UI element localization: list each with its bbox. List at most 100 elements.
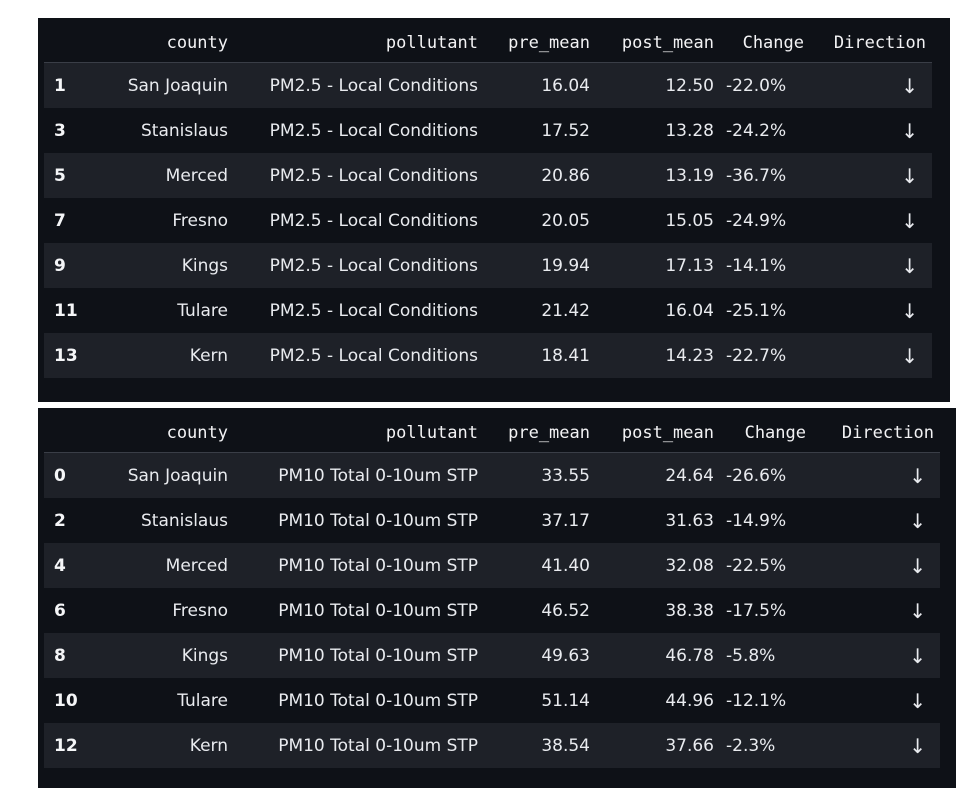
cell-pollutant: PM2.5 - Local Conditions [234,333,484,378]
down-arrow-icon: ↓ [810,243,932,288]
down-arrow-icon: ↓ [812,678,940,723]
cell-county: Kings [94,633,234,678]
header-pre-mean[interactable]: pre_mean [484,24,596,63]
header-post-mean[interactable]: post_mean [596,24,720,63]
cell-pre-mean: 20.86 [484,153,596,198]
cell-change: -14.1% [720,243,810,288]
down-arrow-icon: ↓ [810,198,932,243]
header-pollutant[interactable]: pollutant [234,24,484,63]
row-index: 0 [44,452,94,498]
table-row[interactable]: 1 San Joaquin PM2.5 - Local Conditions 1… [44,62,932,108]
header-direction[interactable]: Direction [810,24,932,63]
header-row: county pollutant pre_mean post_mean Chan… [44,24,932,63]
table-body: 1 San Joaquin PM2.5 - Local Conditions 1… [44,62,932,378]
cell-county: Tulare [94,678,234,723]
cell-county: Merced [94,153,234,198]
row-index: 3 [44,108,94,153]
cell-change: -24.2% [720,108,810,153]
cell-change: -24.9% [720,198,810,243]
table-row[interactable]: 4 Merced PM10 Total 0-10um STP 41.40 32.… [44,543,940,588]
row-index: 4 [44,543,94,588]
table-row[interactable]: 13 Kern PM2.5 - Local Conditions 18.41 1… [44,333,932,378]
table-row[interactable]: 10 Tulare PM10 Total 0-10um STP 51.14 44… [44,678,940,723]
table-row[interactable]: 3 Stanislaus PM2.5 - Local Conditions 17… [44,108,932,153]
cell-pre-mean: 21.42 [484,288,596,333]
cell-pre-mean: 46.52 [484,588,596,633]
row-index: 2 [44,498,94,543]
down-arrow-icon: ↓ [810,153,932,198]
cell-change: -5.8% [720,633,812,678]
row-index: 11 [44,288,94,333]
header-direction[interactable]: Direction [812,414,940,453]
row-index: 7 [44,198,94,243]
header-index[interactable] [44,414,94,453]
table-row[interactable]: 7 Fresno PM2.5 - Local Conditions 20.05 … [44,198,932,243]
cell-pre-mean: 41.40 [484,543,596,588]
cell-county: Merced [94,543,234,588]
down-arrow-icon: ↓ [810,288,932,333]
cell-pollutant: PM2.5 - Local Conditions [234,62,484,108]
cell-post-mean: 17.13 [596,243,720,288]
header-change[interactable]: Change [720,24,810,63]
header-post-mean[interactable]: post_mean [596,414,720,453]
cell-pre-mean: 20.05 [484,198,596,243]
down-arrow-icon: ↓ [812,633,940,678]
cell-county: Tulare [94,288,234,333]
table-row[interactable]: 0 San Joaquin PM10 Total 0-10um STP 33.5… [44,452,940,498]
cell-county: Kern [94,333,234,378]
cell-post-mean: 13.19 [596,153,720,198]
row-index: 13 [44,333,94,378]
header-county[interactable]: county [94,24,234,63]
cell-county: Kern [94,723,234,768]
row-index: 10 [44,678,94,723]
cell-county: Stanislaus [94,498,234,543]
table-row[interactable]: 5 Merced PM2.5 - Local Conditions 20.86 … [44,153,932,198]
header-change[interactable]: Change [720,414,812,453]
cell-pollutant: PM10 Total 0-10um STP [234,678,484,723]
cell-pollutant: PM2.5 - Local Conditions [234,198,484,243]
header-pre-mean[interactable]: pre_mean [484,414,596,453]
cell-post-mean: 12.50 [596,62,720,108]
cell-post-mean: 31.63 [596,498,720,543]
cell-county: Stanislaus [94,108,234,153]
cell-post-mean: 16.04 [596,288,720,333]
header-county[interactable]: county [94,414,234,453]
header-index[interactable] [44,24,94,63]
cell-pre-mean: 19.94 [484,243,596,288]
table-row[interactable]: 8 Kings PM10 Total 0-10um STP 49.63 46.7… [44,633,940,678]
cell-post-mean: 13.28 [596,108,720,153]
cell-post-mean: 14.23 [596,333,720,378]
cell-change: -22.0% [720,62,810,108]
cell-post-mean: 46.78 [596,633,720,678]
table-row[interactable]: 9 Kings PM2.5 - Local Conditions 19.94 1… [44,243,932,288]
down-arrow-icon: ↓ [812,543,940,588]
down-arrow-icon: ↓ [812,498,940,543]
cell-county: San Joaquin [94,452,234,498]
table-row[interactable]: 6 Fresno PM10 Total 0-10um STP 46.52 38.… [44,588,940,633]
cell-pollutant: PM2.5 - Local Conditions [234,288,484,333]
header-pollutant[interactable]: pollutant [234,414,484,453]
cell-pollutant: PM2.5 - Local Conditions [234,153,484,198]
row-index: 5 [44,153,94,198]
cell-county: Fresno [94,198,234,243]
down-arrow-icon: ↓ [812,723,940,768]
row-index: 12 [44,723,94,768]
table-row[interactable]: 11 Tulare PM2.5 - Local Conditions 21.42… [44,288,932,333]
cell-change: -12.1% [720,678,812,723]
cell-change: -26.6% [720,452,812,498]
cell-pollutant: PM10 Total 0-10um STP [234,498,484,543]
cell-change: -36.7% [720,153,810,198]
row-index: 8 [44,633,94,678]
cell-post-mean: 44.96 [596,678,720,723]
down-arrow-icon: ↓ [810,333,932,378]
table-row[interactable]: 12 Kern PM10 Total 0-10um STP 38.54 37.6… [44,723,940,768]
dataframe-panel-pm25: county pollutant pre_mean post_mean Chan… [38,18,950,410]
cell-pollutant: PM10 Total 0-10um STP [234,588,484,633]
cell-pollutant: PM10 Total 0-10um STP [234,452,484,498]
cell-post-mean: 32.08 [596,543,720,588]
cell-county: Kings [94,243,234,288]
cell-county: Fresno [94,588,234,633]
cell-county: San Joaquin [94,62,234,108]
table-row[interactable]: 2 Stanislaus PM10 Total 0-10um STP 37.17… [44,498,940,543]
down-arrow-icon: ↓ [810,108,932,153]
